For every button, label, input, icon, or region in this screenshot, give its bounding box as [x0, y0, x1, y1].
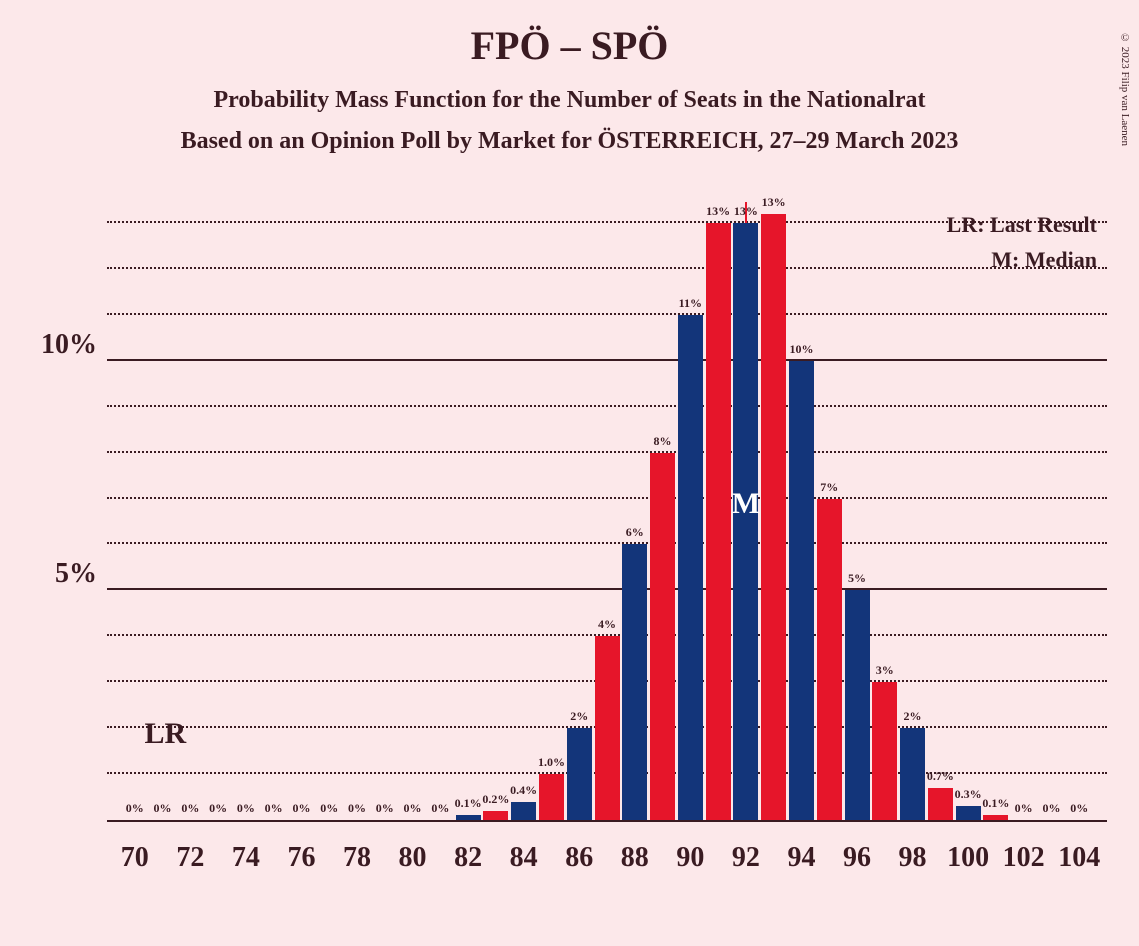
- chart-subtitle: Probability Mass Function for the Number…: [0, 87, 1139, 114]
- gridline: [107, 267, 1107, 269]
- bar-value-label: 0.7%: [927, 769, 954, 784]
- plot-region: LR: Last Result M: Median 5% 10% 0% 0% 0% 0% 0…: [107, 202, 1107, 822]
- bar: [983, 815, 1008, 820]
- bar-value-label: 3%: [876, 663, 894, 678]
- bar-value-label: 0%: [320, 801, 338, 816]
- bar-value-label: 6%: [626, 525, 644, 540]
- gridline: [107, 497, 1107, 499]
- chart-plot-area: LR: Last Result M: Median 5% 10% 0% 0% 0% 0% 0…: [107, 202, 1107, 822]
- bar: [595, 636, 620, 820]
- x-axis-tick: 96: [843, 842, 871, 874]
- bar: [622, 544, 647, 820]
- bar-value-label: 13%: [706, 204, 730, 219]
- bar-value-label: 0%: [154, 801, 172, 816]
- bar: [817, 499, 842, 820]
- bar-value-label: 2%: [904, 709, 922, 724]
- x-axis-tick: 84: [510, 842, 538, 874]
- bar-value-label: 0%: [292, 801, 310, 816]
- gridline: [107, 451, 1107, 453]
- gridline: [107, 359, 1107, 361]
- x-axis-tick: 78: [343, 842, 371, 874]
- median-label: M: [732, 487, 760, 521]
- bar-value-label: 0%: [376, 801, 394, 816]
- bar-value-label: 0%: [126, 801, 144, 816]
- bar-value-label: 0%: [209, 801, 227, 816]
- bar: [706, 223, 731, 820]
- bar: [650, 453, 675, 820]
- bar-value-label: 10%: [789, 342, 813, 357]
- last-result-label: LR: [145, 717, 187, 751]
- bar-value-label: 8%: [654, 434, 672, 449]
- x-axis-tick: 82: [454, 842, 482, 874]
- gridline: [107, 221, 1107, 223]
- bar-value-label: 1.0%: [538, 755, 565, 770]
- y-axis-label: 5%: [55, 558, 97, 590]
- bar-value-label: 0%: [237, 801, 255, 816]
- x-axis-tick: 74: [232, 842, 260, 874]
- bar: [956, 806, 981, 820]
- bar-value-label: 0.4%: [510, 783, 537, 798]
- x-axis-tick: 90: [676, 842, 704, 874]
- bar-value-label: 0%: [404, 801, 422, 816]
- bar-value-label: 7%: [820, 480, 838, 495]
- bar: [845, 590, 870, 820]
- gridline: [107, 588, 1107, 590]
- y-axis-label: 10%: [41, 329, 97, 361]
- chart-source: Based on an Opinion Poll by Market for Ö…: [0, 128, 1139, 155]
- bar-value-label: 13%: [762, 195, 786, 210]
- bar: [761, 214, 786, 820]
- gridline: [107, 405, 1107, 407]
- x-axis-tick: 80: [399, 842, 427, 874]
- bar-value-label: 0.3%: [955, 787, 982, 802]
- bar-value-label: 0.1%: [455, 796, 482, 811]
- bar-value-label: 0.1%: [982, 796, 1009, 811]
- bar-value-label: 0%: [1070, 801, 1088, 816]
- bar-value-label: 5%: [848, 571, 866, 586]
- bar: [789, 361, 814, 820]
- bar-value-label: 11%: [679, 296, 702, 311]
- x-axis-tick: 92: [732, 842, 760, 874]
- bar: [456, 815, 481, 820]
- x-axis-tick: 88: [621, 842, 649, 874]
- chart-title: FPÖ – SPÖ: [0, 22, 1139, 69]
- x-axis-tick: 76: [287, 842, 315, 874]
- legend-lr: LR: Last Result: [947, 207, 1097, 242]
- gridline: [107, 542, 1107, 544]
- x-axis-tick: 70: [121, 842, 149, 874]
- bar-value-label: 0.2%: [482, 792, 509, 807]
- bar: [928, 788, 953, 820]
- bar-value-label: 4%: [598, 617, 616, 632]
- bar-value-label: 0%: [348, 801, 366, 816]
- gridline: [107, 313, 1107, 315]
- x-axis-tick: 104: [1058, 842, 1100, 874]
- bar: [733, 223, 758, 820]
- bar: [872, 682, 897, 820]
- bar: [511, 802, 536, 820]
- bar: [483, 811, 508, 820]
- x-axis-tick: 86: [565, 842, 593, 874]
- bar-value-label: 0%: [1042, 801, 1060, 816]
- copyright-text: © 2023 Filip van Laenen: [1119, 32, 1131, 146]
- bar-value-label: 13%: [734, 204, 758, 219]
- x-axis-tick: 98: [899, 842, 927, 874]
- x-axis: 70 72 74 76 78 80 82 84 86 88 90 92 94 96 98 100 102 104: [107, 834, 1107, 894]
- legend-m: M: Median: [947, 242, 1097, 277]
- bar-value-label: 0%: [265, 801, 283, 816]
- bar-value-label: 0%: [1015, 801, 1033, 816]
- x-axis-tick: 102: [1003, 842, 1045, 874]
- x-axis-tick: 94: [787, 842, 815, 874]
- bar-value-label: 0%: [431, 801, 449, 816]
- x-axis-tick: 100: [947, 842, 989, 874]
- bar: [539, 774, 564, 820]
- bar-value-label: 2%: [570, 709, 588, 724]
- bar-value-label: 0%: [181, 801, 199, 816]
- x-axis-tick: 72: [176, 842, 204, 874]
- bar: [900, 728, 925, 820]
- bar: [567, 728, 592, 820]
- bar: [678, 315, 703, 820]
